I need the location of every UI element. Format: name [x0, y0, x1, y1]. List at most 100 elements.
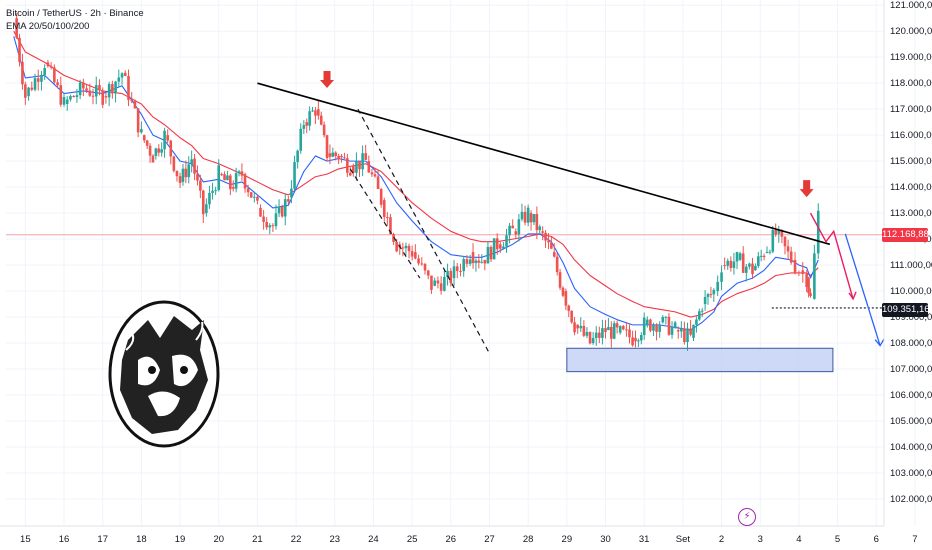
candle-body — [62, 96, 66, 105]
grid — [6, 0, 916, 526]
projection-blue-arrowhead — [874, 338, 885, 347]
candle-body — [805, 273, 808, 288]
indicator-label[interactable]: EMA 20/50/100/200 — [6, 21, 90, 32]
candle-body — [27, 87, 30, 97]
x-tick-label: 22 — [291, 534, 302, 545]
candle-body — [712, 289, 716, 295]
candle-body — [169, 140, 173, 157]
candle-body — [486, 246, 490, 264]
candle-body — [36, 78, 40, 82]
candle-body — [552, 252, 556, 257]
candle-body — [816, 210, 820, 254]
chart-header: Bitcoin / TetherUS · 2h · Binance EMA 20… — [6, 7, 144, 33]
y-tick-label: 115.000,00 — [890, 156, 932, 167]
candle-body — [689, 328, 692, 335]
x-tick-label: 15 — [20, 534, 31, 545]
y-tick-label: 105.000,00 — [890, 416, 932, 427]
candle-body — [33, 78, 37, 90]
candle-body — [499, 244, 502, 249]
candle-body — [280, 206, 284, 217]
candle-body — [217, 165, 221, 191]
x-tick-label: 20 — [213, 534, 224, 545]
candle-body — [529, 213, 533, 223]
candle-body — [797, 272, 801, 274]
candle-body — [777, 230, 781, 234]
candle-body — [46, 62, 50, 67]
candle-body — [459, 270, 462, 272]
candle-body — [780, 230, 784, 237]
candle-body — [308, 111, 311, 126]
candle-body — [142, 135, 146, 141]
candle-body — [756, 256, 760, 266]
candle-body — [558, 272, 562, 288]
y-tick-label: 117.000,00 — [890, 104, 932, 115]
candle-body — [631, 337, 634, 346]
candle-body — [526, 207, 530, 223]
candle-body — [655, 325, 658, 332]
candle-body — [471, 252, 475, 264]
candle-body — [389, 217, 392, 235]
candle-body — [449, 270, 453, 284]
candle-body — [240, 171, 244, 176]
candle-body — [91, 95, 95, 97]
y-tick-label: 121.000,00 — [890, 0, 932, 11]
symbol-title[interactable]: Bitcoin / TetherUS · 2h · Binance — [6, 8, 144, 19]
candle-body — [317, 109, 320, 116]
candle-body — [199, 180, 202, 191]
candle-body — [420, 263, 424, 265]
candle-body — [523, 211, 527, 223]
candle-body — [652, 325, 655, 331]
candle-body — [483, 259, 487, 264]
lightning-icon[interactable]: ⚡ — [738, 508, 756, 526]
candle-body — [379, 189, 383, 205]
candle-body — [265, 221, 268, 228]
candle-body — [376, 176, 380, 190]
candle-body — [561, 287, 565, 296]
candle-body — [69, 95, 72, 100]
candle-body — [340, 155, 343, 158]
candle-body — [120, 73, 124, 78]
ema-50-line — [13, 30, 819, 318]
candle-body — [520, 211, 524, 220]
x-tick-label: Set — [676, 534, 691, 545]
candle-body — [564, 291, 568, 306]
candle-body — [94, 85, 98, 97]
candle-body — [211, 190, 214, 193]
candle-body — [386, 217, 389, 219]
bull-logo-icon — [108, 300, 220, 448]
candle-body — [645, 319, 649, 325]
y-tick-label: 110.000,00 — [890, 286, 932, 297]
candle-body — [157, 148, 161, 153]
candle-body — [768, 251, 772, 253]
support-zone — [566, 347, 834, 373]
candle-body — [334, 152, 338, 156]
candle-body — [175, 170, 179, 177]
candle-body — [423, 263, 427, 271]
candle-body — [231, 187, 235, 189]
candle-body — [430, 275, 433, 290]
candle-body — [720, 272, 723, 282]
candle-body — [274, 213, 278, 227]
candle-body — [243, 174, 247, 189]
candle-body — [136, 108, 140, 133]
candle-body — [256, 196, 259, 201]
candle-body — [205, 204, 208, 214]
candle-body — [322, 124, 326, 136]
candle-body — [163, 130, 166, 150]
candle-body — [774, 230, 778, 235]
candle-body — [56, 82, 59, 86]
y-tick-label: 103.000,00 — [890, 468, 932, 479]
candle-body — [426, 270, 430, 276]
candle-body — [114, 81, 117, 94]
candle-body — [82, 82, 85, 89]
candle-body — [754, 265, 757, 271]
y-tick-label: 114.000,00 — [890, 182, 932, 193]
candle-body — [433, 280, 436, 286]
candle-body — [299, 128, 303, 151]
candle-body — [492, 238, 496, 260]
x-tick-label: 26 — [446, 534, 457, 545]
candle-body — [98, 85, 101, 91]
projection-red-arrowhead — [848, 291, 857, 301]
